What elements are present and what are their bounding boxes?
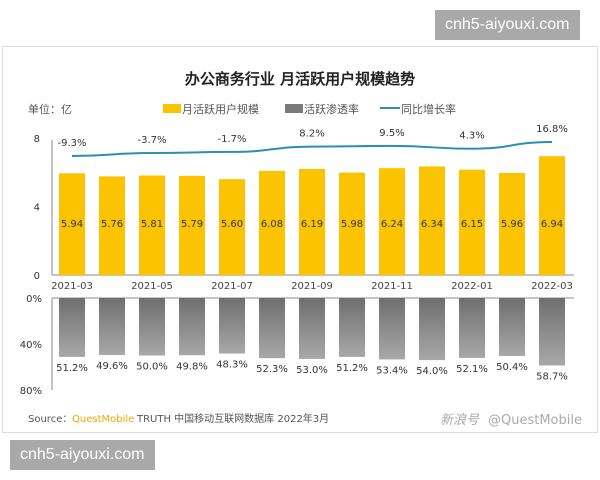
credit: @QuestMobile bbox=[488, 413, 582, 428]
penetration-bar bbox=[459, 298, 485, 358]
growth-label: 9.5% bbox=[379, 128, 404, 139]
mau-bar-label: 5.98 bbox=[341, 219, 363, 230]
penetration-bar bbox=[539, 298, 565, 366]
legend-growth: 同比增长率 bbox=[401, 102, 456, 116]
y-tick-label: 4 bbox=[34, 203, 40, 214]
x-tick-label: 2022-01 bbox=[451, 281, 493, 292]
legend-swatch-penetration bbox=[285, 104, 303, 113]
legend-penetration: 活跃渗透率 bbox=[304, 102, 359, 116]
mau-bar-label: 6.08 bbox=[261, 219, 283, 230]
y-tick-label: 0 bbox=[34, 271, 40, 282]
mau-bar bbox=[339, 172, 365, 275]
mau-bar-label: 6.19 bbox=[301, 219, 323, 230]
x-tick-label: 2021-09 bbox=[291, 281, 333, 292]
watermark-bottom: cnh5-aiyouxi.com bbox=[10, 440, 155, 470]
penetration-bar bbox=[339, 298, 365, 357]
mau-bar bbox=[419, 166, 445, 275]
x-tick-label: 2021-05 bbox=[131, 281, 173, 292]
penetration-bar bbox=[419, 298, 445, 361]
mau-bar bbox=[459, 169, 485, 275]
mau-bar-label: 6.24 bbox=[381, 219, 403, 230]
penetration-bar bbox=[179, 298, 205, 356]
penetration-label: 51.2% bbox=[336, 363, 368, 374]
mau-bar bbox=[99, 176, 125, 275]
mau-bar-label: 5.94 bbox=[61, 219, 83, 230]
y-tick-label-bottom: 0% bbox=[26, 294, 42, 305]
penetration-bar bbox=[59, 298, 85, 357]
mau-bar-label: 6.15 bbox=[461, 219, 483, 230]
penetration-label: 49.8% bbox=[176, 361, 208, 372]
growth-label: -1.7% bbox=[217, 134, 246, 145]
watermark-top: cnh5-aiyouxi.com bbox=[435, 10, 580, 40]
source-prefix: Source： bbox=[28, 414, 72, 425]
mau-bar-label: 6.94 bbox=[541, 219, 563, 230]
mau-bar bbox=[539, 156, 565, 275]
x-tick-label: 2021-11 bbox=[371, 281, 413, 292]
growth-label: 4.3% bbox=[459, 131, 484, 142]
mau-bar bbox=[379, 168, 405, 275]
penetration-bar bbox=[99, 298, 125, 356]
mau-bar bbox=[139, 175, 165, 275]
mau-bar bbox=[499, 172, 525, 275]
penetration-label: 48.3% bbox=[216, 360, 248, 371]
unit-label: 单位：亿 bbox=[28, 102, 72, 116]
penetration-label: 50.0% bbox=[136, 362, 168, 373]
penetration-bar bbox=[299, 298, 325, 359]
penetration-label: 50.4% bbox=[496, 362, 528, 373]
penetration-bar bbox=[219, 298, 245, 354]
mau-bar bbox=[179, 175, 205, 275]
mau-bar bbox=[219, 179, 245, 275]
x-tick-label: 2021-07 bbox=[211, 281, 253, 292]
mau-bar-label: 5.79 bbox=[181, 219, 203, 230]
mau-bar-label: 6.34 bbox=[421, 219, 443, 230]
growth-label: 16.8% bbox=[536, 124, 568, 135]
penetration-bar bbox=[499, 298, 525, 356]
mau-bar bbox=[299, 168, 325, 275]
penetration-label: 53.0% bbox=[296, 365, 328, 376]
legend-swatch-mau bbox=[163, 104, 181, 113]
growth-label: 8.2% bbox=[299, 129, 324, 140]
penetration-bar bbox=[379, 298, 405, 360]
growth-line bbox=[71, 141, 553, 157]
credit-logo: 新浪号 bbox=[440, 412, 480, 428]
penetration-label: 53.4% bbox=[376, 365, 408, 376]
mau-bar bbox=[259, 170, 285, 275]
legend-mau: 月活跃用户规模 bbox=[182, 102, 259, 116]
penetration-label: 58.7% bbox=[536, 372, 568, 383]
mau-bar-label: 5.81 bbox=[141, 219, 163, 230]
y-tick-label-bottom: 40% bbox=[20, 340, 42, 351]
penetration-label: 51.2% bbox=[56, 363, 88, 374]
penetration-label: 52.3% bbox=[256, 364, 288, 375]
penetration-bar bbox=[139, 298, 165, 356]
source-text: TRUTH 中国移动互联网数据库 2022年3月 bbox=[136, 412, 329, 425]
growth-label: -3.7% bbox=[137, 135, 166, 146]
x-tick-label: 2021-03 bbox=[51, 281, 93, 292]
penetration-label: 54.0% bbox=[416, 366, 448, 377]
penetration-label: 52.1% bbox=[456, 364, 488, 375]
mau-bar bbox=[59, 173, 85, 275]
growth-label: -9.3% bbox=[57, 138, 86, 149]
chart-title: 办公商务行业 月活跃用户规模趋势 bbox=[185, 70, 415, 88]
penetration-label: 49.6% bbox=[96, 361, 128, 372]
source-brand: QuestMobile bbox=[72, 414, 134, 425]
mau-bar-label: 5.60 bbox=[221, 219, 243, 230]
mau-bar-label: 5.76 bbox=[101, 219, 123, 230]
mau-bar-label: 5.96 bbox=[501, 219, 523, 230]
y-tick-label: 8 bbox=[34, 134, 40, 145]
x-tick-label: 2022-03 bbox=[531, 281, 573, 292]
penetration-bar bbox=[259, 298, 285, 359]
y-tick-label-bottom: 80% bbox=[20, 386, 42, 397]
